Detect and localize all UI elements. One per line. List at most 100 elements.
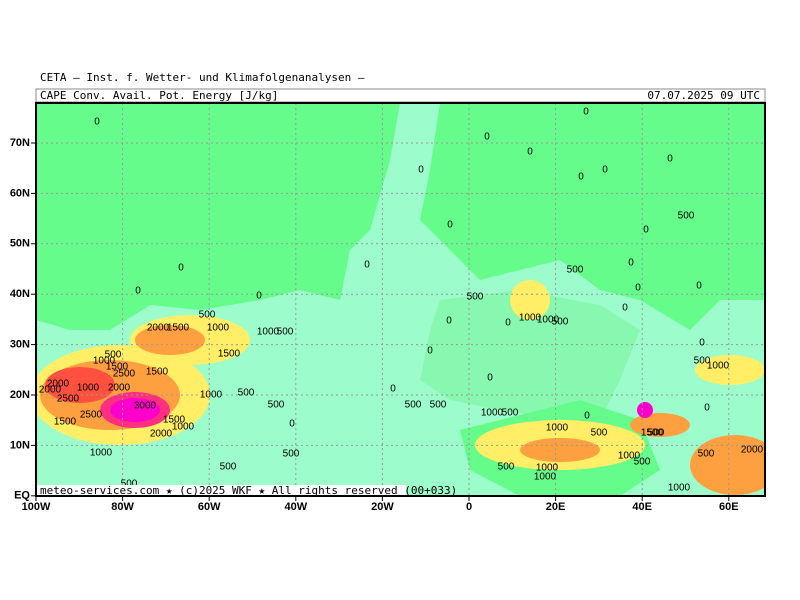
- contour-label: 500: [121, 479, 138, 490]
- contour-label: 500: [634, 457, 651, 468]
- contour-label: 0: [447, 220, 453, 231]
- contour-label: 0: [704, 403, 710, 414]
- contour-label: 1000: [257, 327, 280, 338]
- cape-mid: [630, 413, 690, 437]
- contour-label: 0: [364, 260, 370, 271]
- latitude-label: EQ: [14, 490, 30, 502]
- contour-label: 0: [667, 154, 673, 165]
- latitude-label: 10N: [10, 439, 30, 451]
- contour-label: 3000: [134, 401, 157, 412]
- contour-label: 500: [238, 388, 255, 399]
- contour-label: 1000: [546, 423, 569, 434]
- contour-label: 2000: [741, 445, 764, 456]
- north-america-zone: [36, 103, 400, 330]
- longitude-label: 40E: [632, 501, 652, 513]
- contour-label: 2500: [113, 369, 136, 380]
- contour-label: 1000: [536, 463, 559, 474]
- contour-label: 2000: [39, 385, 62, 396]
- contour-label: 2000: [47, 379, 70, 390]
- contour-label: 1000: [207, 323, 230, 334]
- contour-label: 500: [698, 449, 715, 460]
- contour-label: 0: [583, 107, 589, 118]
- contour-label: 500: [678, 211, 695, 222]
- contour-label: 500: [552, 317, 569, 328]
- africa-zone: [420, 290, 640, 420]
- latitude-label: 50N: [10, 238, 30, 250]
- map-frame: [35, 102, 766, 497]
- cape-low: [510, 280, 550, 320]
- contour-label: 1000: [481, 408, 504, 419]
- contour-label: 500: [502, 408, 519, 419]
- field-name: CAPE Conv. Avail. Pot. Energy [J/kg]: [40, 89, 278, 102]
- latitude-label: 30N: [10, 339, 30, 351]
- longitude-label: 40W: [284, 501, 307, 513]
- contour-label: 500: [220, 462, 237, 473]
- contour-label: 1000: [668, 483, 691, 494]
- contour-label: 0: [487, 373, 493, 384]
- contour-label: 0: [289, 419, 295, 430]
- contour-label: 500: [268, 400, 285, 411]
- contour-label: 0: [418, 165, 424, 176]
- contour-label: 1500: [641, 428, 664, 439]
- contour-label: 2500: [57, 394, 80, 405]
- contour-label: 1500: [54, 417, 77, 428]
- contour-label: 0: [484, 132, 490, 143]
- cape-low: [695, 355, 765, 385]
- contour-label: 0: [390, 384, 396, 395]
- contour-label: 1500: [163, 415, 186, 426]
- cape-mid: [135, 325, 205, 355]
- eurasia-zone: [420, 103, 765, 330]
- contour-label: 2000: [108, 383, 131, 394]
- longitude-label: 60E: [719, 501, 739, 513]
- contour-label: 1000: [707, 361, 730, 372]
- contour-label: 1500: [106, 362, 129, 373]
- latitude-label: 70N: [10, 137, 30, 149]
- longitude-label: 100W: [22, 501, 51, 513]
- contour-label: 0: [635, 283, 641, 294]
- contour-label: 0: [427, 346, 433, 357]
- contour-label: 500: [467, 292, 484, 303]
- contour-label: 0: [135, 286, 141, 297]
- contour-label: 1000: [90, 448, 113, 459]
- contour-label: 500: [277, 327, 294, 338]
- contour-label: 1500: [146, 367, 169, 378]
- contour-label: 500: [405, 400, 422, 411]
- contour-label: 1000: [172, 422, 195, 433]
- contour-label: 500: [105, 350, 122, 361]
- contour-label: 1000: [200, 390, 223, 401]
- contour-label: 0: [699, 338, 705, 349]
- contour-label: 1000: [519, 313, 542, 324]
- contour-label: 0: [696, 281, 702, 292]
- contour-label: 0: [622, 303, 628, 314]
- contour-label: 2000: [150, 429, 173, 440]
- contour-label: 0: [94, 117, 100, 128]
- latitude-label: 20N: [10, 389, 30, 401]
- contour-label: 500: [591, 428, 608, 439]
- contour-label: 1000: [618, 451, 641, 462]
- contour-label: 1000: [537, 315, 560, 326]
- contour-label: 1000: [93, 356, 116, 367]
- contour-label: 1000: [534, 472, 557, 483]
- contour-label: 0: [643, 225, 649, 236]
- contour-label: 0: [178, 263, 184, 274]
- contour-label: 0: [628, 258, 634, 269]
- contour-label: 0: [578, 172, 584, 183]
- longitude-label: 60W: [198, 501, 221, 513]
- contour-label: 0: [505, 318, 511, 329]
- contour-label: 500: [283, 449, 300, 460]
- contour-label: 1500: [218, 349, 241, 360]
- longitude-label: 80W: [111, 501, 134, 513]
- contour-label: 500: [567, 265, 584, 276]
- contour-label: 0: [602, 165, 608, 176]
- contour-label: 0: [256, 291, 262, 302]
- contour-label: 2500: [80, 410, 103, 421]
- contour-label: 1500: [167, 323, 190, 334]
- contour-label: 500: [430, 400, 447, 411]
- contour-label: 0: [527, 147, 533, 158]
- cape-peak: [637, 402, 653, 418]
- header-title: CETA — Inst. f. Wetter- und Klimafolgena…: [40, 71, 365, 84]
- contour-label: 0: [446, 316, 452, 327]
